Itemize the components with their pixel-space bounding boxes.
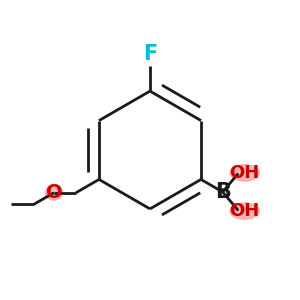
Text: OH: OH [230, 164, 260, 182]
Text: OH: OH [230, 202, 260, 220]
Ellipse shape [230, 203, 260, 219]
Text: O: O [46, 183, 62, 202]
Ellipse shape [230, 165, 260, 181]
Text: B: B [215, 182, 231, 202]
Text: F: F [143, 44, 157, 64]
Ellipse shape [45, 185, 62, 200]
